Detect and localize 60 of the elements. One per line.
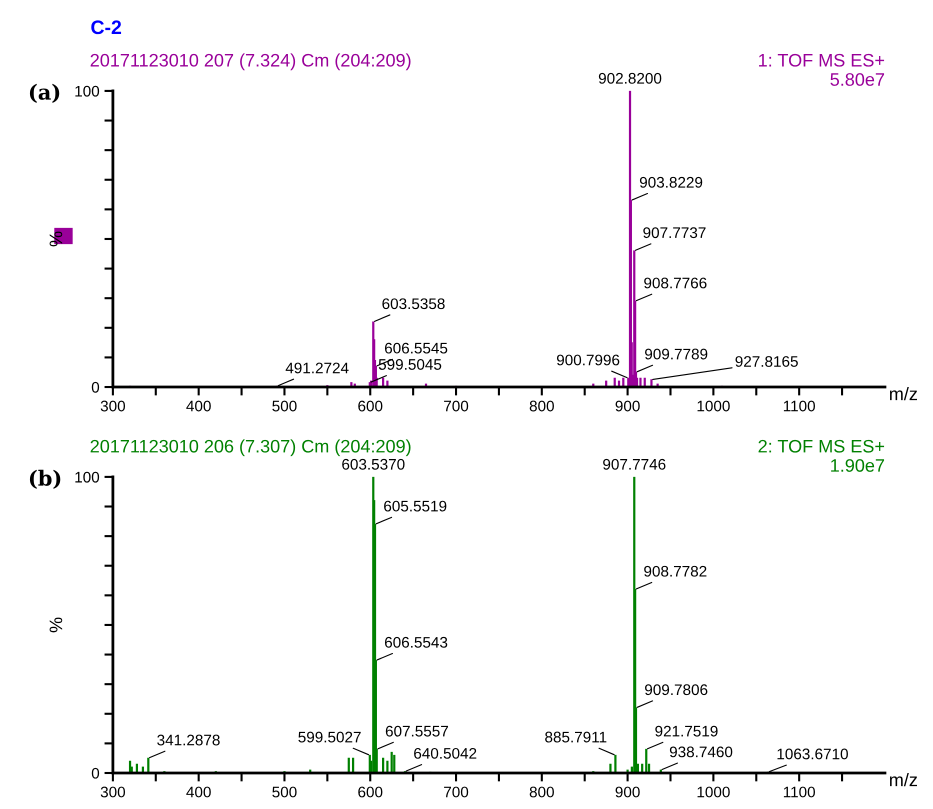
y-tick-label: 0 (92, 382, 100, 393)
annotation: 903.8229 (640, 176, 702, 188)
x-tick-label: 300 (100, 400, 126, 412)
annotation: 607.5557 (386, 726, 448, 737)
text: (b) (30, 470, 60, 489)
y-tick-label: 100 (75, 86, 100, 97)
annotation: 909.7806 (645, 684, 708, 696)
annotation: 606.5543 (384, 636, 448, 648)
chart-subtitle: 20171123010 207 (7.324) Cm (204:209) (90, 53, 411, 70)
x-tick-label: 700 (444, 400, 468, 412)
annotation: 938.7460 (670, 746, 732, 758)
annotation: 603.5370 (342, 458, 405, 470)
text: (a) (30, 84, 60, 103)
x-tick-label: 600 (358, 786, 382, 798)
annotation: 341.2878 (157, 734, 220, 746)
text: 2: TOF MS ES+ (758, 440, 884, 453)
x-tick-label: 400 (186, 786, 211, 798)
x-axis-title: m/z (890, 387, 917, 400)
annotation: 908.7782 (644, 566, 706, 577)
annotation: 907.7746 (603, 458, 666, 470)
x-axis-title: m/z (890, 773, 917, 786)
annotation: 599.5045 (378, 359, 442, 370)
annotation: 606.5545 (384, 342, 448, 354)
y-tick-label: 100 (75, 472, 100, 483)
x-tick-label: 800 (530, 400, 554, 412)
text: 5.80e7 (830, 73, 884, 86)
x-tick-label: 1100 (784, 786, 815, 798)
annotation: 603.5358 (382, 298, 445, 310)
annotation: 605.5519 (384, 500, 446, 512)
annotation: 640.5042 (414, 748, 476, 759)
x-tick-label: 400 (186, 400, 211, 412)
annotation: 491.2724 (286, 362, 349, 374)
x-tick-label: 300 (100, 786, 126, 798)
x-tick-label: 500 (272, 400, 297, 412)
chart-subtitle: 20171123010 206 (7.307) Cm (204:209) (90, 439, 411, 456)
x-tick-label: 1000 (698, 786, 730, 798)
y-axis-title: % (50, 618, 62, 632)
annotation: 599.5027 (298, 732, 361, 742)
x-tick-label: 1000 (698, 400, 730, 412)
annotation: 1063.6710 (778, 748, 848, 760)
x-tick-label: 800 (530, 786, 554, 798)
x-tick-label: 1100 (784, 400, 815, 412)
x-tick-label: 900 (616, 400, 640, 412)
text: 1.90e7 (831, 459, 884, 472)
annotation: 907.7737 (643, 227, 706, 238)
annotation: 900.7996 (556, 354, 620, 366)
x-tick-label: 600 (358, 400, 382, 412)
annotation: 927.8165 (736, 356, 798, 367)
x-tick-label: 500 (272, 786, 297, 798)
annotation: 885.7911 (545, 732, 606, 742)
chart-title: C-2 (91, 20, 122, 34)
y-tick-label: 0 (92, 768, 100, 779)
y-axis-title: % (50, 232, 62, 246)
annotation: 909.7789 (645, 348, 708, 360)
text: 1: TOF MS ES+ (759, 54, 884, 67)
x-tick-label: 700 (444, 786, 468, 798)
annotation: 921.7519 (655, 726, 718, 737)
x-tick-label: 900 (616, 786, 640, 798)
annotation: 902.8200 (598, 72, 662, 84)
annotation: 908.7766 (644, 278, 707, 288)
